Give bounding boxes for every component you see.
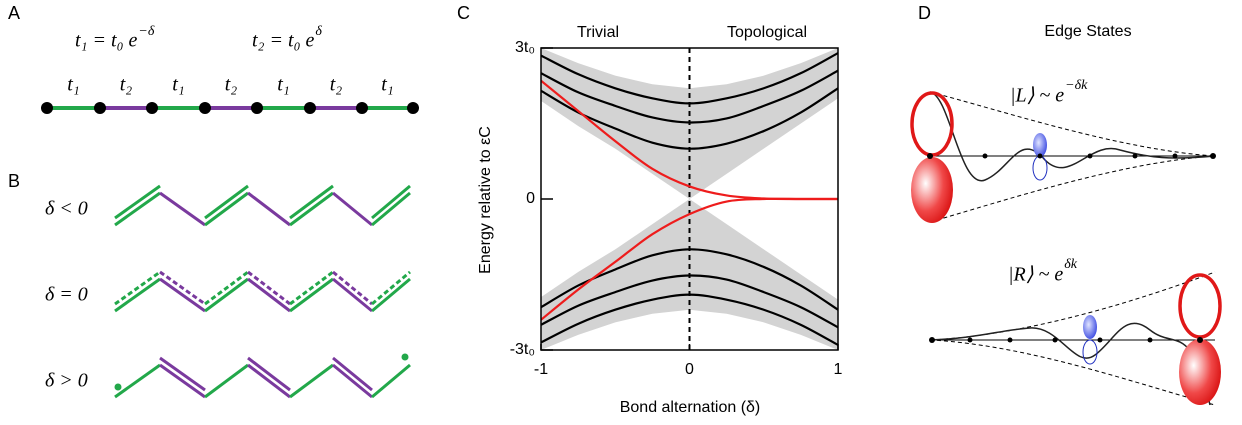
bond bbox=[114, 277, 161, 313]
bond bbox=[204, 270, 249, 306]
radical bbox=[114, 383, 122, 391]
plot-area bbox=[541, 48, 838, 350]
curve bbox=[541, 69, 838, 124]
bond bbox=[332, 277, 373, 313]
y-tick-label: -3t₀ bbox=[510, 341, 535, 358]
atom bbox=[356, 102, 368, 114]
bond bbox=[332, 270, 373, 306]
atom bbox=[304, 102, 316, 114]
bond bbox=[332, 191, 373, 227]
x-tick-label: -1 bbox=[534, 361, 548, 378]
atom bbox=[94, 102, 106, 114]
bond bbox=[159, 356, 206, 392]
curve bbox=[541, 52, 838, 105]
atom bbox=[41, 102, 53, 114]
region-label: Topological bbox=[727, 24, 807, 41]
x-tick-label: 1 bbox=[834, 361, 843, 378]
panel-label: C bbox=[457, 3, 470, 23]
zigzag-chains: δ < 0 δ = 0 δ > 0 bbox=[45, 184, 411, 399]
bond bbox=[159, 191, 206, 227]
x-axis-label: Bond alternation (δ) bbox=[620, 399, 761, 416]
bond bbox=[247, 363, 291, 399]
equation: t₁ = t₀ e bbox=[75, 30, 138, 52]
bond bbox=[371, 270, 411, 306]
bond bbox=[159, 363, 206, 399]
bond bbox=[204, 184, 249, 220]
row-label: δ = 0 bbox=[45, 284, 88, 306]
curve bbox=[541, 293, 838, 346]
bond bbox=[371, 184, 411, 220]
bond-label: t₂ bbox=[330, 74, 343, 96]
bond-label: t₁ bbox=[67, 74, 80, 96]
bond bbox=[371, 363, 411, 399]
bond bbox=[289, 191, 334, 227]
bond bbox=[114, 363, 161, 399]
bond bbox=[159, 270, 206, 306]
bond-label: t₁ bbox=[381, 74, 394, 96]
bond bbox=[371, 191, 411, 227]
y-tick-label: 3t₀ bbox=[515, 39, 535, 56]
radical bbox=[401, 353, 409, 361]
bond bbox=[371, 277, 411, 313]
bond bbox=[114, 184, 161, 220]
bond-label: t₂ bbox=[120, 74, 133, 96]
bond bbox=[114, 191, 161, 227]
bond-label: t₁ bbox=[172, 74, 185, 96]
bond bbox=[289, 184, 334, 220]
row-label: δ < 0 bbox=[45, 198, 88, 220]
bond bbox=[332, 356, 373, 392]
bond bbox=[247, 270, 291, 306]
bond-label: t₁ bbox=[277, 74, 290, 96]
curve bbox=[541, 197, 838, 321]
panel-label: B bbox=[8, 171, 20, 191]
equation: |L⟩ ~ e bbox=[1010, 85, 1064, 107]
edge-state-right bbox=[929, 271, 1222, 406]
chain: t₁ t₂ t₁ t₂ t₁ t₂ t₁ bbox=[41, 74, 419, 114]
panel-label: A bbox=[8, 3, 20, 23]
atom bbox=[407, 102, 419, 114]
panel-label: D bbox=[918, 3, 931, 23]
atom bbox=[146, 102, 158, 114]
bond bbox=[114, 270, 161, 306]
bond bbox=[204, 191, 249, 227]
panel-title: Edge States bbox=[1044, 23, 1131, 40]
bond bbox=[332, 363, 373, 399]
bond bbox=[204, 363, 249, 399]
bond bbox=[289, 270, 334, 306]
equation-exponent: δk bbox=[1064, 257, 1078, 272]
equation-exponent: −δ bbox=[138, 24, 154, 39]
equation-exponent: −δk bbox=[1065, 78, 1088, 93]
x-tick-label: 0 bbox=[685, 361, 694, 378]
edge-state-left bbox=[910, 91, 1216, 223]
equation: |R⟩ ~ e bbox=[1008, 264, 1063, 286]
equation: t₂ = t₀ e bbox=[252, 30, 315, 52]
y-axis-label: Energy relative to εC bbox=[477, 126, 494, 274]
equation-exponent: δ bbox=[315, 24, 322, 39]
atom bbox=[251, 102, 263, 114]
bond-label: t₂ bbox=[225, 74, 238, 96]
bond bbox=[204, 277, 249, 313]
y-tick-label: 0 bbox=[526, 190, 535, 207]
bond bbox=[247, 191, 291, 227]
row-label: δ > 0 bbox=[45, 370, 88, 392]
bond bbox=[289, 363, 334, 399]
atom bbox=[199, 102, 211, 114]
bond bbox=[289, 277, 334, 313]
region-label: Trivial bbox=[577, 24, 619, 41]
curve bbox=[541, 87, 838, 150]
bond bbox=[159, 277, 206, 313]
curve bbox=[541, 274, 838, 329]
bond bbox=[247, 277, 291, 313]
bond bbox=[247, 356, 291, 392]
